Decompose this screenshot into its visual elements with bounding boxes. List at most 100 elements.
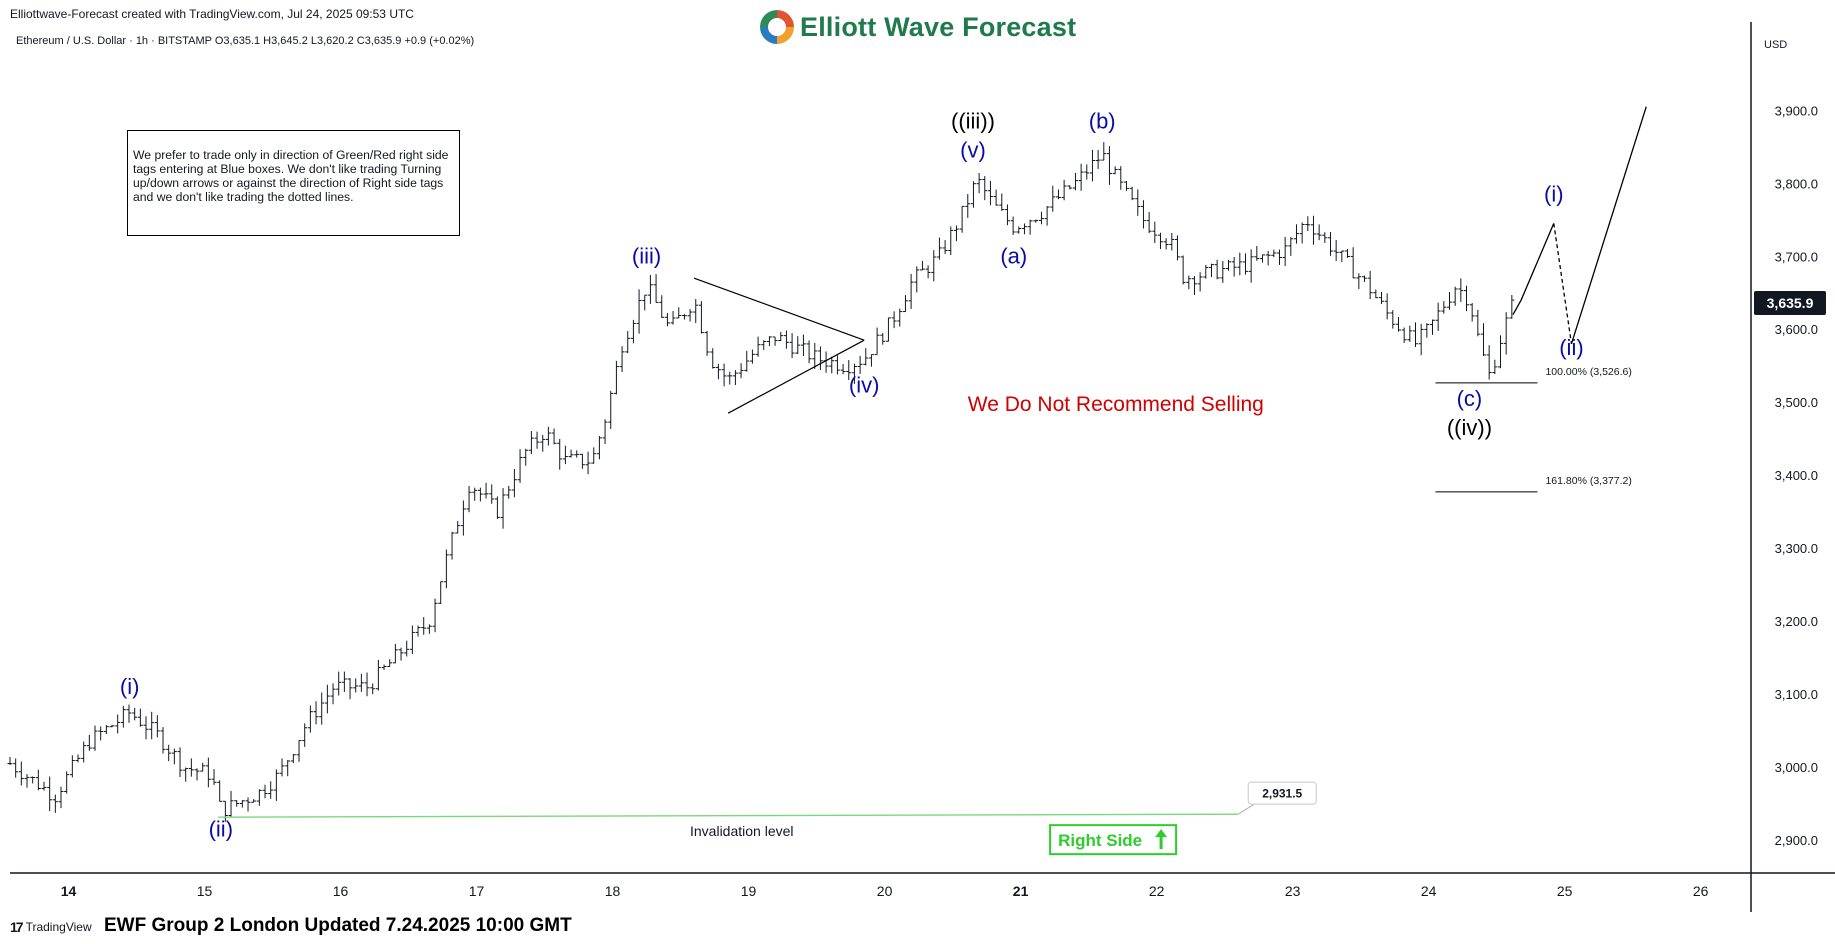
ohlc-bar [1271,249,1277,258]
ohlc-bar [1248,249,1254,283]
ohlc-bar [1464,285,1470,312]
ohlc-bar [1004,204,1010,226]
ohlc-bar [1157,232,1163,250]
trading-note-box: We prefer to trade only in direction of … [127,130,460,236]
ohlc-bar [1169,233,1175,251]
ohlc-bar [7,756,13,766]
ohlc-bar [149,711,155,740]
ohlc-bar [1350,247,1356,279]
up-arrow-icon [1155,829,1168,850]
ohlc-bar [1412,322,1418,347]
ohlc-bar [585,451,591,475]
tradingview-footer[interactable]: 17 TradingView [10,919,92,935]
symbol-ohlc-line[interactable]: Ethereum / U.S. Dollar · 1h · BITSTAMP O… [16,35,475,47]
ohlc-bar [534,431,540,449]
ohlc-bar [1367,270,1373,300]
ohlc-bar [1293,224,1299,244]
ohlc-bar [1055,189,1061,200]
ohlc-bar [1435,302,1441,331]
time-tick-label: 25 [1557,883,1573,899]
last-price-tag[interactable] [1754,291,1826,316]
ohlc-bar [438,581,444,605]
ohlc-bar [1208,263,1214,278]
ohlc-bar [398,647,404,661]
ohlc-bar [1441,301,1447,314]
invalidation-line-group: Invalidation level 2,931.5 Right Side [218,781,1317,856]
ohlc-bar [58,786,64,809]
ohlc-bar [1027,219,1033,235]
ohlc-bar [1327,232,1333,256]
ohlc-bar [800,334,806,356]
ohlc-bar [228,790,234,818]
ohlc-bar [239,800,245,808]
ohlc-bar [1310,215,1316,245]
tradingview-label: TradingView [25,920,92,934]
ohlc-bar [970,181,976,208]
ohlc-bar [511,468,517,498]
ohlc-bar [987,180,993,206]
ohlc-bar [1259,254,1265,263]
time-tick-label: 14 [61,883,77,899]
invalidation-tag-leader [1237,803,1255,815]
right-side-tag[interactable] [1049,824,1178,856]
ohlc-bar [472,487,478,501]
ohlc-bar [834,355,840,375]
ohlc-bar [500,488,506,529]
ohlc-bar [432,598,438,633]
invalidation-price-tag[interactable] [1247,781,1317,805]
price-tick-label: 3,500.0 [1775,395,1818,410]
ohlc-bar [897,308,903,327]
ohlc-bar [75,754,81,763]
ohlc-bar [1418,323,1424,356]
ohlc-bar [1061,179,1067,201]
ohlc-bar [256,789,262,806]
wave-label: (c) [1457,386,1483,411]
ohlc-bar [1135,189,1141,216]
ohlc-bar [596,436,602,460]
ohlc-bar [914,266,920,293]
ohlc-bar [948,226,954,256]
ohlc-bar [262,784,268,799]
ohlc-bar [993,189,999,206]
ohlc-bar [647,274,653,304]
ohlc-bar [1152,221,1158,243]
ohlc-bar [296,740,302,762]
ohlc-bar [715,363,721,380]
price-tick-label: 3,000.0 [1775,760,1818,775]
wave-labels: (i) (ii) (iii) (iv) ((iii)) (v) (a) (b) (c) ((iv)… [120,109,1584,842]
ohlc-bar [1038,211,1044,225]
ohlc-bar [24,774,30,788]
ohlc-bar [52,794,58,813]
triangle-lower-line [727,339,865,414]
currency-label: USD [1764,39,1787,51]
ohlc-bar [1378,291,1384,305]
ohlc-bar [727,371,733,385]
ohlc-bar [307,705,313,733]
ohlc-bar [1118,166,1124,190]
ohlc-bar [234,800,240,807]
right-side-tag-label: Right Side [1058,831,1142,850]
ohlc-bar [217,780,223,802]
tradingview-logo-icon: 17 [10,919,24,935]
ohlc-bar [205,757,211,788]
ohlc-bar [710,348,716,369]
price-tick-label: 3,900.0 [1775,103,1818,118]
ohlc-bar [1316,224,1322,241]
ohlc-bar [381,664,387,670]
ohlc-bar [602,419,608,444]
ohlc-bar [812,342,818,369]
ohlc-bar [863,348,869,366]
ohlc-bar [1390,310,1396,329]
ohlc-bar [919,260,925,271]
price-tick-label: 3,100.0 [1775,687,1818,702]
wave-label: ((iv)) [1447,415,1492,440]
ohlc-bar [1237,252,1243,276]
wave-label: (iv) [849,373,880,398]
ohlc-bar [772,336,778,346]
ohlc-bar [1333,240,1339,261]
ohlc-bar [86,734,92,751]
ohlc-bar [460,500,466,536]
ohlc-bar [1407,325,1413,342]
ohlc-bar [1446,291,1452,310]
ohlc-bar [1299,222,1305,244]
